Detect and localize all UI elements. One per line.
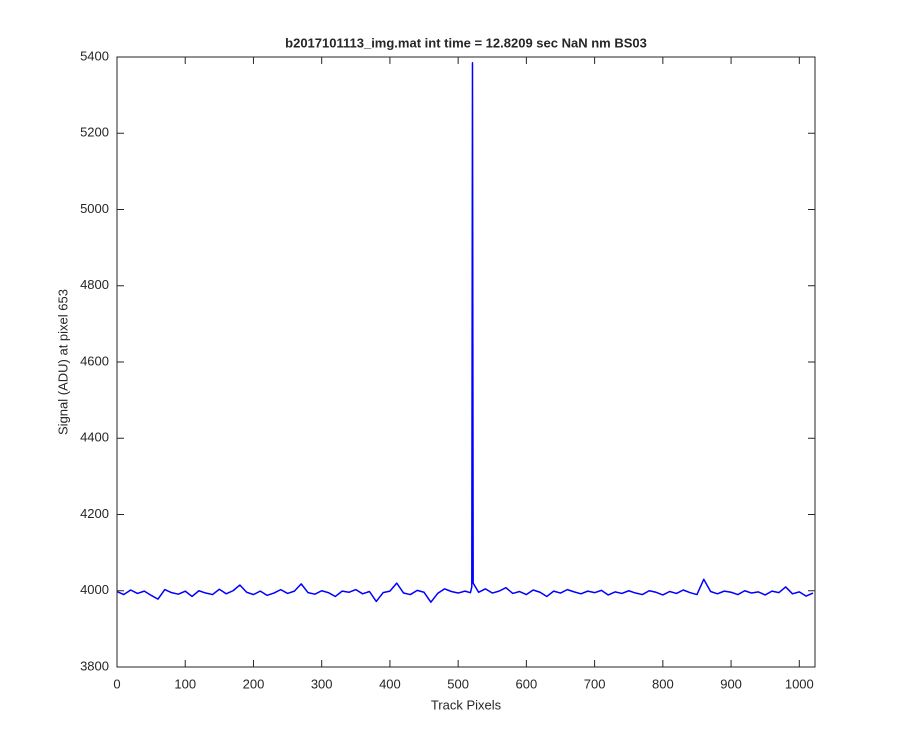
data-line <box>116 61 814 603</box>
y-tick-label: 4000 <box>80 582 109 597</box>
y-tick-label: 4600 <box>80 353 109 368</box>
x-tick-label: 1000 <box>785 676 814 691</box>
x-tick-label: 800 <box>652 676 674 691</box>
y-tick-label: 5200 <box>80 125 109 140</box>
x-tick-label: 0 <box>113 676 120 691</box>
x-tick-label: 900 <box>720 676 742 691</box>
y-tick-label: 4200 <box>80 506 109 521</box>
x-tick-label: 200 <box>243 676 265 691</box>
y-tick-label: 5000 <box>80 201 109 216</box>
y-axis-label: Signal (ADU) at pixel 653 <box>55 289 70 435</box>
y-tick-label: 5400 <box>80 48 109 63</box>
x-axis-label: Track Pixels <box>431 697 502 712</box>
y-tick-label: 4400 <box>80 430 109 445</box>
x-tick-label: 400 <box>379 676 401 691</box>
plot-area <box>117 57 815 667</box>
x-tick-label: 600 <box>516 676 538 691</box>
y-tick-label: 3800 <box>80 658 109 673</box>
chart-title: b2017101113_img.mat int time = 12.8209 s… <box>285 35 647 50</box>
x-tick-label: 300 <box>311 676 333 691</box>
x-tick-label: 700 <box>584 676 606 691</box>
y-tick-label: 4800 <box>80 277 109 292</box>
x-tick-label: 500 <box>447 676 469 691</box>
x-tick-label: 100 <box>174 676 196 691</box>
